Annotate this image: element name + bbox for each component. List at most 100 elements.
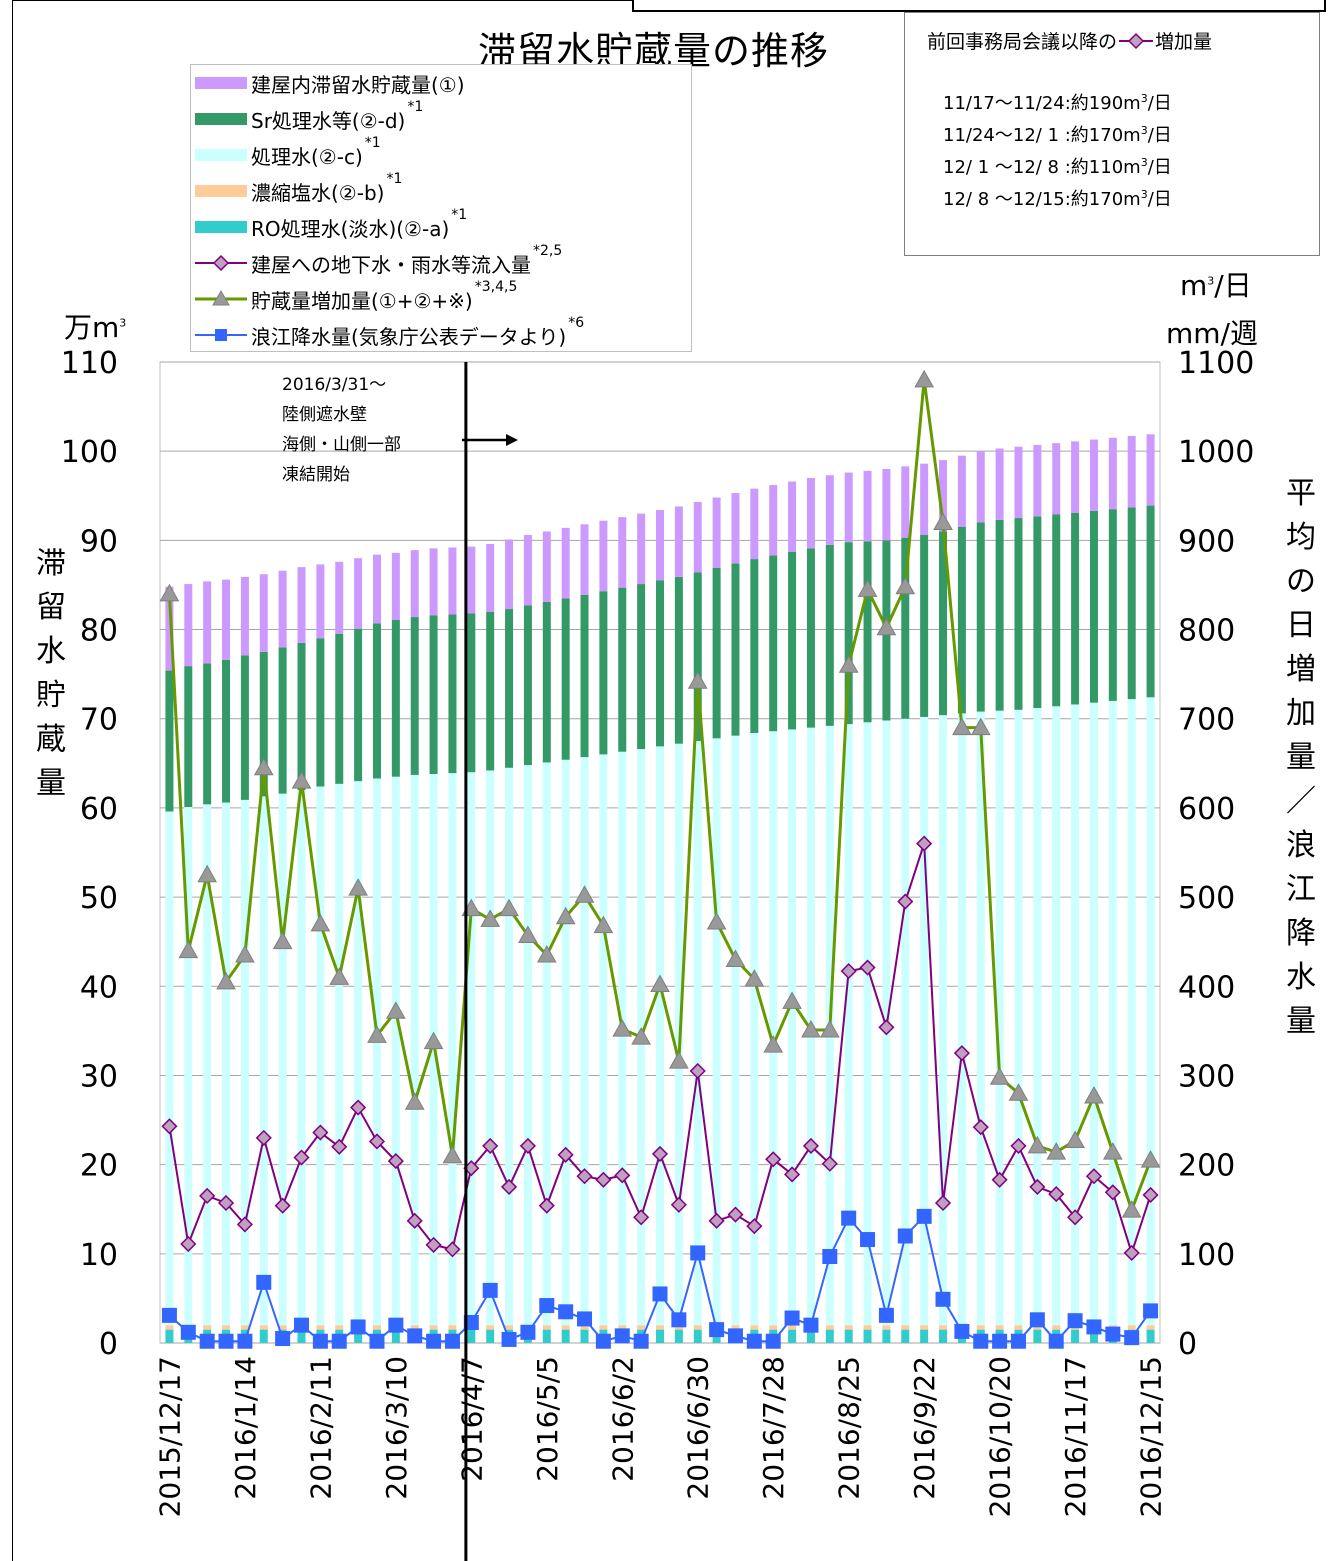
right-axis-unit-precip: mm/週 bbox=[1166, 317, 1258, 350]
bar-segment bbox=[240, 655, 249, 800]
bar-segment bbox=[335, 561, 344, 635]
bar-segment bbox=[542, 531, 551, 602]
bar-segment bbox=[523, 605, 532, 766]
diamond-marker bbox=[708, 1212, 725, 1229]
diamond-marker bbox=[651, 1145, 669, 1162]
bar-segment bbox=[957, 526, 966, 714]
bar-segment bbox=[637, 584, 646, 750]
legend-label: 処理水(②-c) bbox=[251, 144, 363, 169]
bar-segment bbox=[240, 799, 249, 1326]
square-marker bbox=[803, 1317, 819, 1333]
square-marker bbox=[161, 1307, 177, 1323]
bar-segment bbox=[561, 598, 570, 760]
diamond-marker bbox=[274, 1197, 291, 1214]
bar-segment bbox=[1108, 509, 1117, 701]
axis-label-char: 平 bbox=[1286, 476, 1316, 511]
bar-segment bbox=[391, 776, 400, 1326]
triangle-marker bbox=[574, 885, 595, 903]
triangle-marker bbox=[763, 1035, 784, 1053]
bar-segment bbox=[693, 1325, 702, 1330]
bar-segment bbox=[1033, 1329, 1042, 1343]
square-marker bbox=[709, 1322, 725, 1338]
square-marker bbox=[199, 1333, 215, 1349]
diamond-marker bbox=[897, 893, 914, 910]
diamond-marker bbox=[595, 1171, 612, 1188]
triangle-marker bbox=[1102, 1142, 1123, 1160]
bar-segment bbox=[542, 762, 551, 1326]
bar-segment bbox=[354, 781, 363, 1326]
triangle-marker bbox=[385, 1001, 406, 1019]
left-tick-label: 100 bbox=[61, 435, 118, 470]
bar-segment bbox=[259, 1329, 268, 1343]
bar-segment bbox=[278, 647, 287, 794]
bar-segment bbox=[542, 1329, 551, 1343]
right-tick-label: 800 bbox=[1178, 614, 1235, 649]
axis-label-char: 江 bbox=[1286, 872, 1316, 907]
triangle-marker bbox=[782, 991, 802, 1009]
annotation-line: 陸側遮水壁 bbox=[282, 405, 367, 425]
bar-segment bbox=[505, 609, 514, 768]
diamond-marker bbox=[217, 1194, 235, 1212]
bar-segment bbox=[505, 767, 514, 1326]
square-marker bbox=[897, 1228, 913, 1244]
triangle-marker bbox=[970, 717, 991, 736]
bar-segment bbox=[995, 1325, 1004, 1330]
square-marker bbox=[973, 1333, 989, 1349]
left-tick-label: 80 bbox=[80, 614, 118, 649]
diamond-marker bbox=[576, 1168, 593, 1185]
bar-segment bbox=[1014, 446, 1023, 519]
bar-segment bbox=[939, 460, 948, 532]
x-tick-label: 2016/2/11 bbox=[304, 1356, 337, 1500]
axis-label-char: 量 bbox=[36, 766, 66, 801]
diamond-marker bbox=[746, 1218, 763, 1235]
triangle-marker bbox=[216, 971, 236, 990]
bar-segment bbox=[203, 663, 212, 805]
bar-segment bbox=[561, 1329, 570, 1343]
info-line: 12/ 1 ～12/ 8 :約110m3/日 bbox=[943, 156, 1172, 178]
x-tick-label: 2016/12/15 bbox=[1135, 1356, 1168, 1517]
diamond-marker bbox=[1085, 1168, 1103, 1185]
bar-segment bbox=[995, 519, 1004, 711]
left-tick-label: 20 bbox=[80, 1149, 118, 1184]
bar-segment bbox=[372, 554, 381, 624]
frame-top-box bbox=[632, 0, 1326, 12]
bar-segment bbox=[259, 1325, 268, 1330]
axis-label-char: 滞 bbox=[36, 546, 66, 581]
square-marker bbox=[860, 1232, 876, 1248]
bar-segment bbox=[184, 666, 193, 808]
triangle-marker bbox=[518, 925, 538, 943]
triangle-marker bbox=[744, 969, 765, 987]
bar-segment bbox=[486, 770, 495, 1326]
info-box: 前回事務局会議以降の 増加量 11/17～11/24:約190m3/日 11/2… bbox=[904, 12, 1320, 256]
triangle-marker bbox=[612, 1019, 633, 1037]
bar-segment bbox=[165, 1325, 174, 1330]
square-marker bbox=[388, 1317, 404, 1333]
square-marker bbox=[822, 1248, 838, 1264]
bar-segment bbox=[297, 642, 306, 791]
bar-segment bbox=[1071, 1329, 1080, 1343]
bar-segment bbox=[599, 754, 608, 1326]
bar-segment bbox=[486, 1329, 495, 1343]
square-marker bbox=[463, 1314, 479, 1330]
right-tick-label: 1100 bbox=[1178, 346, 1254, 381]
diamond-marker bbox=[368, 1133, 386, 1150]
diamond-marker bbox=[331, 1138, 348, 1155]
square-marker bbox=[350, 1319, 366, 1335]
x-tick-label: 2016/3/10 bbox=[380, 1356, 413, 1500]
bar-segment bbox=[467, 772, 476, 1326]
square-marker bbox=[180, 1324, 196, 1340]
legend-label: 濃縮塩水(②-b) bbox=[251, 180, 385, 205]
square-marker bbox=[1029, 1312, 1045, 1328]
square-marker bbox=[765, 1333, 781, 1349]
triangle-marker bbox=[669, 1051, 689, 1069]
info-line: 11/24～12/ 1 :約170m3/日 bbox=[943, 124, 1172, 146]
triangle-icon bbox=[212, 289, 230, 306]
bar-segment bbox=[939, 531, 948, 716]
bar-segment bbox=[203, 804, 212, 1326]
axis-label-char: 浪 bbox=[1286, 828, 1316, 863]
diamond-marker bbox=[500, 1178, 518, 1195]
diamond-marker bbox=[161, 1118, 178, 1135]
square-marker bbox=[746, 1333, 762, 1349]
x-tick-label: 2016/11/17 bbox=[1059, 1356, 1092, 1517]
legend-footnote: *1 bbox=[451, 207, 468, 223]
